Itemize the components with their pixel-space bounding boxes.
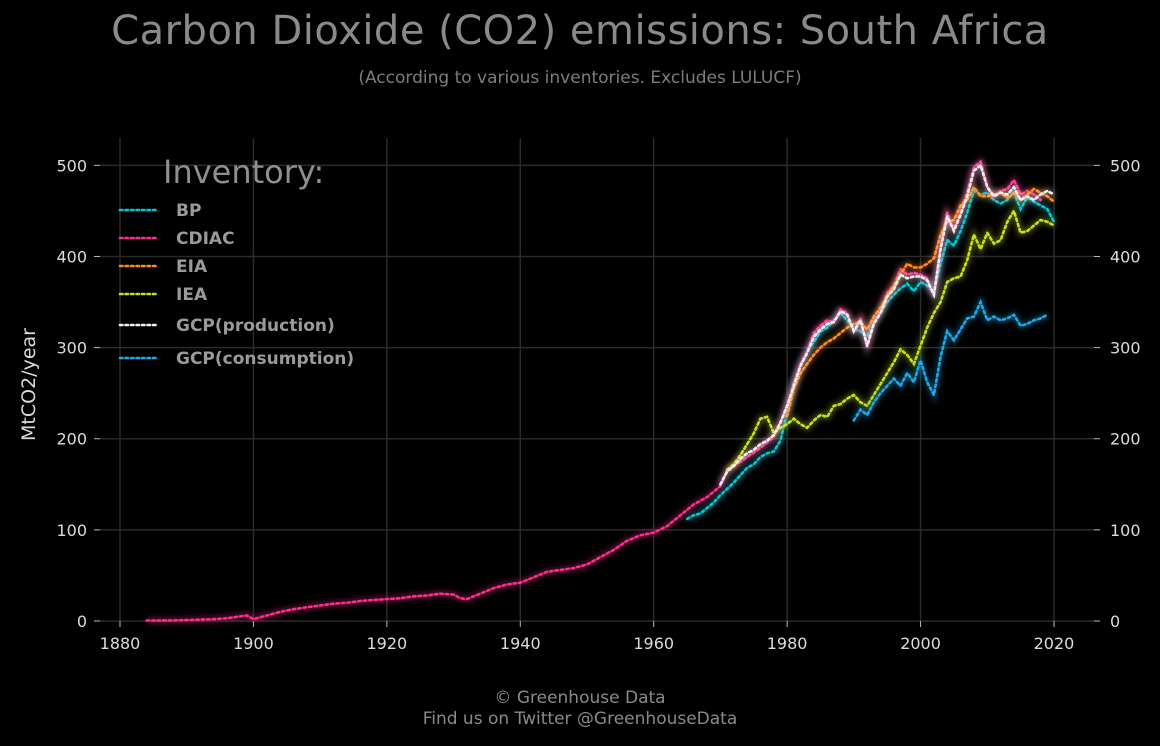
y-tick-label-right: 400 <box>1110 247 1141 266</box>
legend: Inventory: BP CDIAC EIA IEA GCP(production) GC… <box>118 153 354 369</box>
x-tick-label: 1940 <box>500 634 541 653</box>
y-tick-label-right: 0 <box>1110 612 1120 631</box>
legend-item: BP <box>118 201 201 221</box>
y-tick-label: 100 <box>56 521 87 540</box>
y-tick-label-right: 500 <box>1110 156 1141 175</box>
legend-label: CDIAC <box>176 229 235 249</box>
x-tick-label: 1980 <box>767 634 808 653</box>
y-tick-label-right: 100 <box>1110 521 1141 540</box>
x-tick-label: 1960 <box>633 634 674 653</box>
series-line <box>725 207 1056 471</box>
series-cdiac <box>145 156 1043 624</box>
x-tick-label: 2000 <box>900 634 941 653</box>
series-iea <box>725 203 1056 473</box>
legend-label: BP <box>176 201 201 221</box>
legend-label: GCP(consumption) <box>176 349 354 369</box>
legend-item: CDIAC <box>118 229 235 249</box>
series-line <box>852 298 1049 422</box>
series-line <box>719 163 1056 486</box>
x-tick-label: 2020 <box>1034 634 1075 653</box>
x-tick-label: 1880 <box>100 634 141 653</box>
legend-title: Inventory: <box>163 153 324 191</box>
x-tick-label: 1900 <box>233 634 274 653</box>
legend-item: GCP(production) <box>118 316 335 336</box>
footer-twitter: Find us on Twitter @GreenhouseData <box>422 709 738 729</box>
y-axis-label: MtCO2/year <box>18 328 40 441</box>
legend-label: EIA <box>176 257 208 277</box>
series-line <box>145 159 1042 622</box>
y-tick-label: 500 <box>56 156 87 175</box>
x-tick-label: 1920 <box>366 634 407 653</box>
chart-subtitle: (According to various inventories. Exclu… <box>358 68 802 88</box>
series-gcp-consumption- <box>851 294 1049 423</box>
legend-label: IEA <box>176 285 208 305</box>
y-tick-label: 300 <box>56 339 87 358</box>
y-tick-label: 400 <box>56 247 87 266</box>
chart-title: Carbon Dioxide (CO2) emissions: South Af… <box>111 8 1049 54</box>
footer-copyright: © Greenhouse Data <box>494 688 666 708</box>
legend-item: IEA <box>118 285 208 305</box>
legend-label: GCP(production) <box>176 316 335 336</box>
y-tick-label-right: 300 <box>1110 339 1141 358</box>
footer: © Greenhouse Data Find us on Twitter @Gr… <box>0 688 1160 730</box>
legend-item: GCP(consumption) <box>118 349 354 369</box>
y-tick-label: 200 <box>56 430 87 449</box>
series-glow <box>146 156 1043 624</box>
series-gcp-production- <box>717 160 1056 486</box>
y-tick-label: 0 <box>77 612 87 631</box>
series-glow <box>717 160 1056 486</box>
legend-item: EIA <box>118 257 208 277</box>
y-tick-label-right: 200 <box>1110 430 1141 449</box>
